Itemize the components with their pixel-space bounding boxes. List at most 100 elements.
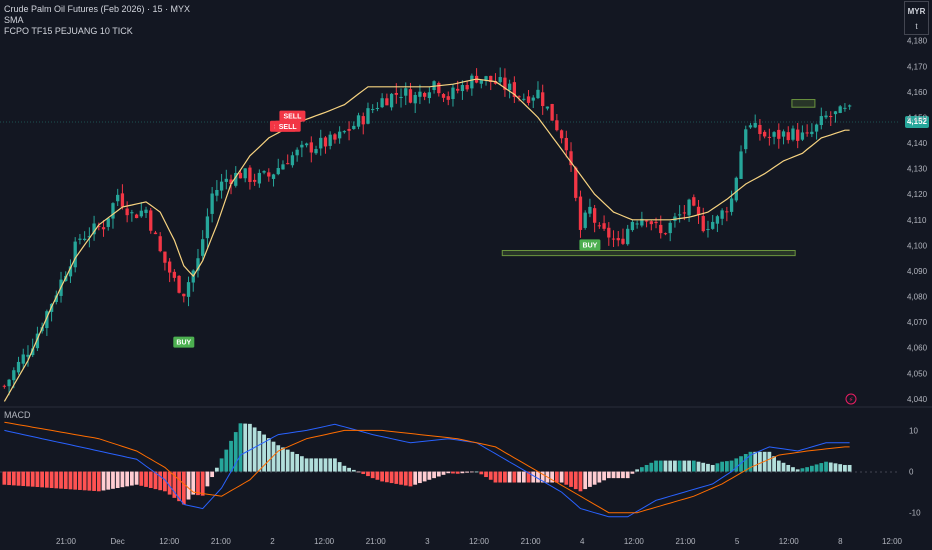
candle-body	[125, 208, 129, 216]
lightning-glyph-icon: ⚡	[849, 396, 854, 404]
macd-histogram-bar	[474, 471, 479, 473]
macd-histogram-bar	[262, 434, 266, 472]
macd-histogram-bar	[243, 423, 248, 472]
macd-histogram-bar	[144, 471, 148, 487]
price-axis-tick: 4,080	[907, 293, 928, 302]
candle-body	[611, 238, 616, 240]
macd-histogram-bar	[205, 471, 210, 487]
candle-body	[753, 122, 757, 128]
candle-body	[550, 104, 554, 121]
candle-body	[404, 88, 408, 96]
macd-histogram-bar	[658, 460, 663, 472]
macd-histogram-bar	[120, 471, 125, 488]
macd-histogram-bar	[40, 471, 45, 488]
symbol-title[interactable]: Crude Palm Oil Futures (Feb 2026) · 15 ·…	[4, 4, 191, 14]
time-axis-tick: 4	[580, 537, 585, 546]
macd-histogram-bar	[238, 423, 243, 472]
macd-histogram-bar	[682, 460, 687, 472]
time-axis-tick: 21:00	[521, 537, 542, 546]
candle-body	[569, 151, 573, 166]
macd-histogram-bar	[210, 471, 215, 478]
candle-body	[772, 132, 776, 137]
macd-histogram-bar	[389, 471, 394, 484]
candle-body	[791, 128, 795, 140]
macd-histogram-bar	[233, 432, 238, 472]
macd-histogram-bar	[148, 471, 153, 488]
time-axis-tick: 12:00	[469, 537, 490, 546]
candle-body	[2, 385, 7, 387]
candle-body	[564, 137, 568, 151]
macd-histogram-bar	[427, 471, 432, 480]
macd-histogram-bar	[281, 447, 285, 472]
macd-histogram-bar	[639, 467, 644, 472]
macd-histogram-bar	[526, 471, 531, 483]
candle-body	[437, 83, 441, 94]
macd-histogram-bar	[375, 471, 380, 480]
signal-marker-buy	[173, 336, 195, 348]
macd-histogram-bar	[673, 460, 677, 472]
candle-body	[35, 333, 40, 349]
fcpo-indicator-label[interactable]: FCPO TF15 PEJUANG 10 TICK	[4, 26, 133, 36]
time-axis-tick: Dec	[111, 537, 125, 546]
macd-histogram-bar	[92, 471, 96, 491]
macd-histogram-bar	[592, 471, 597, 485]
candle-body	[729, 198, 734, 212]
sma-indicator-label[interactable]: SMA	[4, 15, 24, 25]
candle-body	[130, 212, 134, 214]
macd-histogram-bar	[573, 471, 578, 490]
candle-body	[715, 216, 720, 224]
macd-histogram-bar	[115, 471, 120, 488]
macd-histogram-bar	[163, 471, 167, 492]
signal-label-sell: SELL	[279, 124, 298, 131]
macd-histogram-bar	[384, 471, 389, 483]
candle-body	[290, 155, 295, 166]
candle-body	[602, 223, 606, 229]
macd-histogram-bar	[488, 471, 493, 480]
candle-body	[54, 295, 58, 302]
macd-histogram-bar	[309, 458, 314, 472]
currency-selector[interactable]: MYR t	[904, 1, 929, 35]
macd-histogram-bar	[550, 471, 555, 483]
macd-histogram-bar	[7, 471, 11, 486]
candle-body	[592, 208, 597, 223]
candle-body	[375, 107, 380, 109]
price-axis-tick: 4,060	[907, 344, 928, 353]
candle-body	[819, 116, 823, 126]
macd-histogram-bar	[63, 471, 68, 489]
macd-histogram-bar	[621, 471, 625, 479]
macd-axis-tick: 0	[909, 468, 914, 477]
macd-histogram-bar	[843, 464, 847, 472]
macd-histogram-bar	[422, 471, 427, 482]
macd-histogram-bar	[805, 467, 810, 472]
candle-body	[503, 77, 507, 90]
macd-histogram-bar	[200, 471, 205, 496]
macd-histogram-bar	[824, 461, 828, 472]
macd-histogram-bar	[800, 468, 805, 472]
candle-body	[706, 229, 710, 231]
candle-body	[451, 87, 455, 99]
macd-histogram-bar	[663, 460, 668, 472]
candle-body	[371, 109, 375, 111]
macd-histogram-bar	[328, 458, 333, 472]
lightning-icon[interactable]	[845, 393, 857, 405]
macd-histogram-bar	[696, 461, 701, 472]
macd-pane-label[interactable]: MACD	[4, 410, 31, 420]
candle-body	[777, 129, 781, 139]
candle-body	[555, 120, 559, 131]
candle-body	[446, 96, 450, 100]
candle-body	[267, 172, 271, 177]
candle-body	[512, 82, 517, 97]
candle-body	[158, 236, 162, 252]
macd-histogram-bar	[814, 464, 819, 472]
macd-histogram-bar	[465, 471, 470, 473]
candle-body	[92, 223, 96, 235]
macd-histogram-bar	[469, 471, 474, 473]
macd-histogram-bar	[616, 471, 621, 479]
candle-body	[16, 361, 21, 373]
candle-body	[196, 258, 200, 271]
macd-histogram-bar	[710, 464, 715, 472]
candle-body	[116, 194, 120, 202]
price-axis-tick: 4,160	[907, 88, 928, 97]
macd-histogram-bar	[743, 454, 748, 472]
